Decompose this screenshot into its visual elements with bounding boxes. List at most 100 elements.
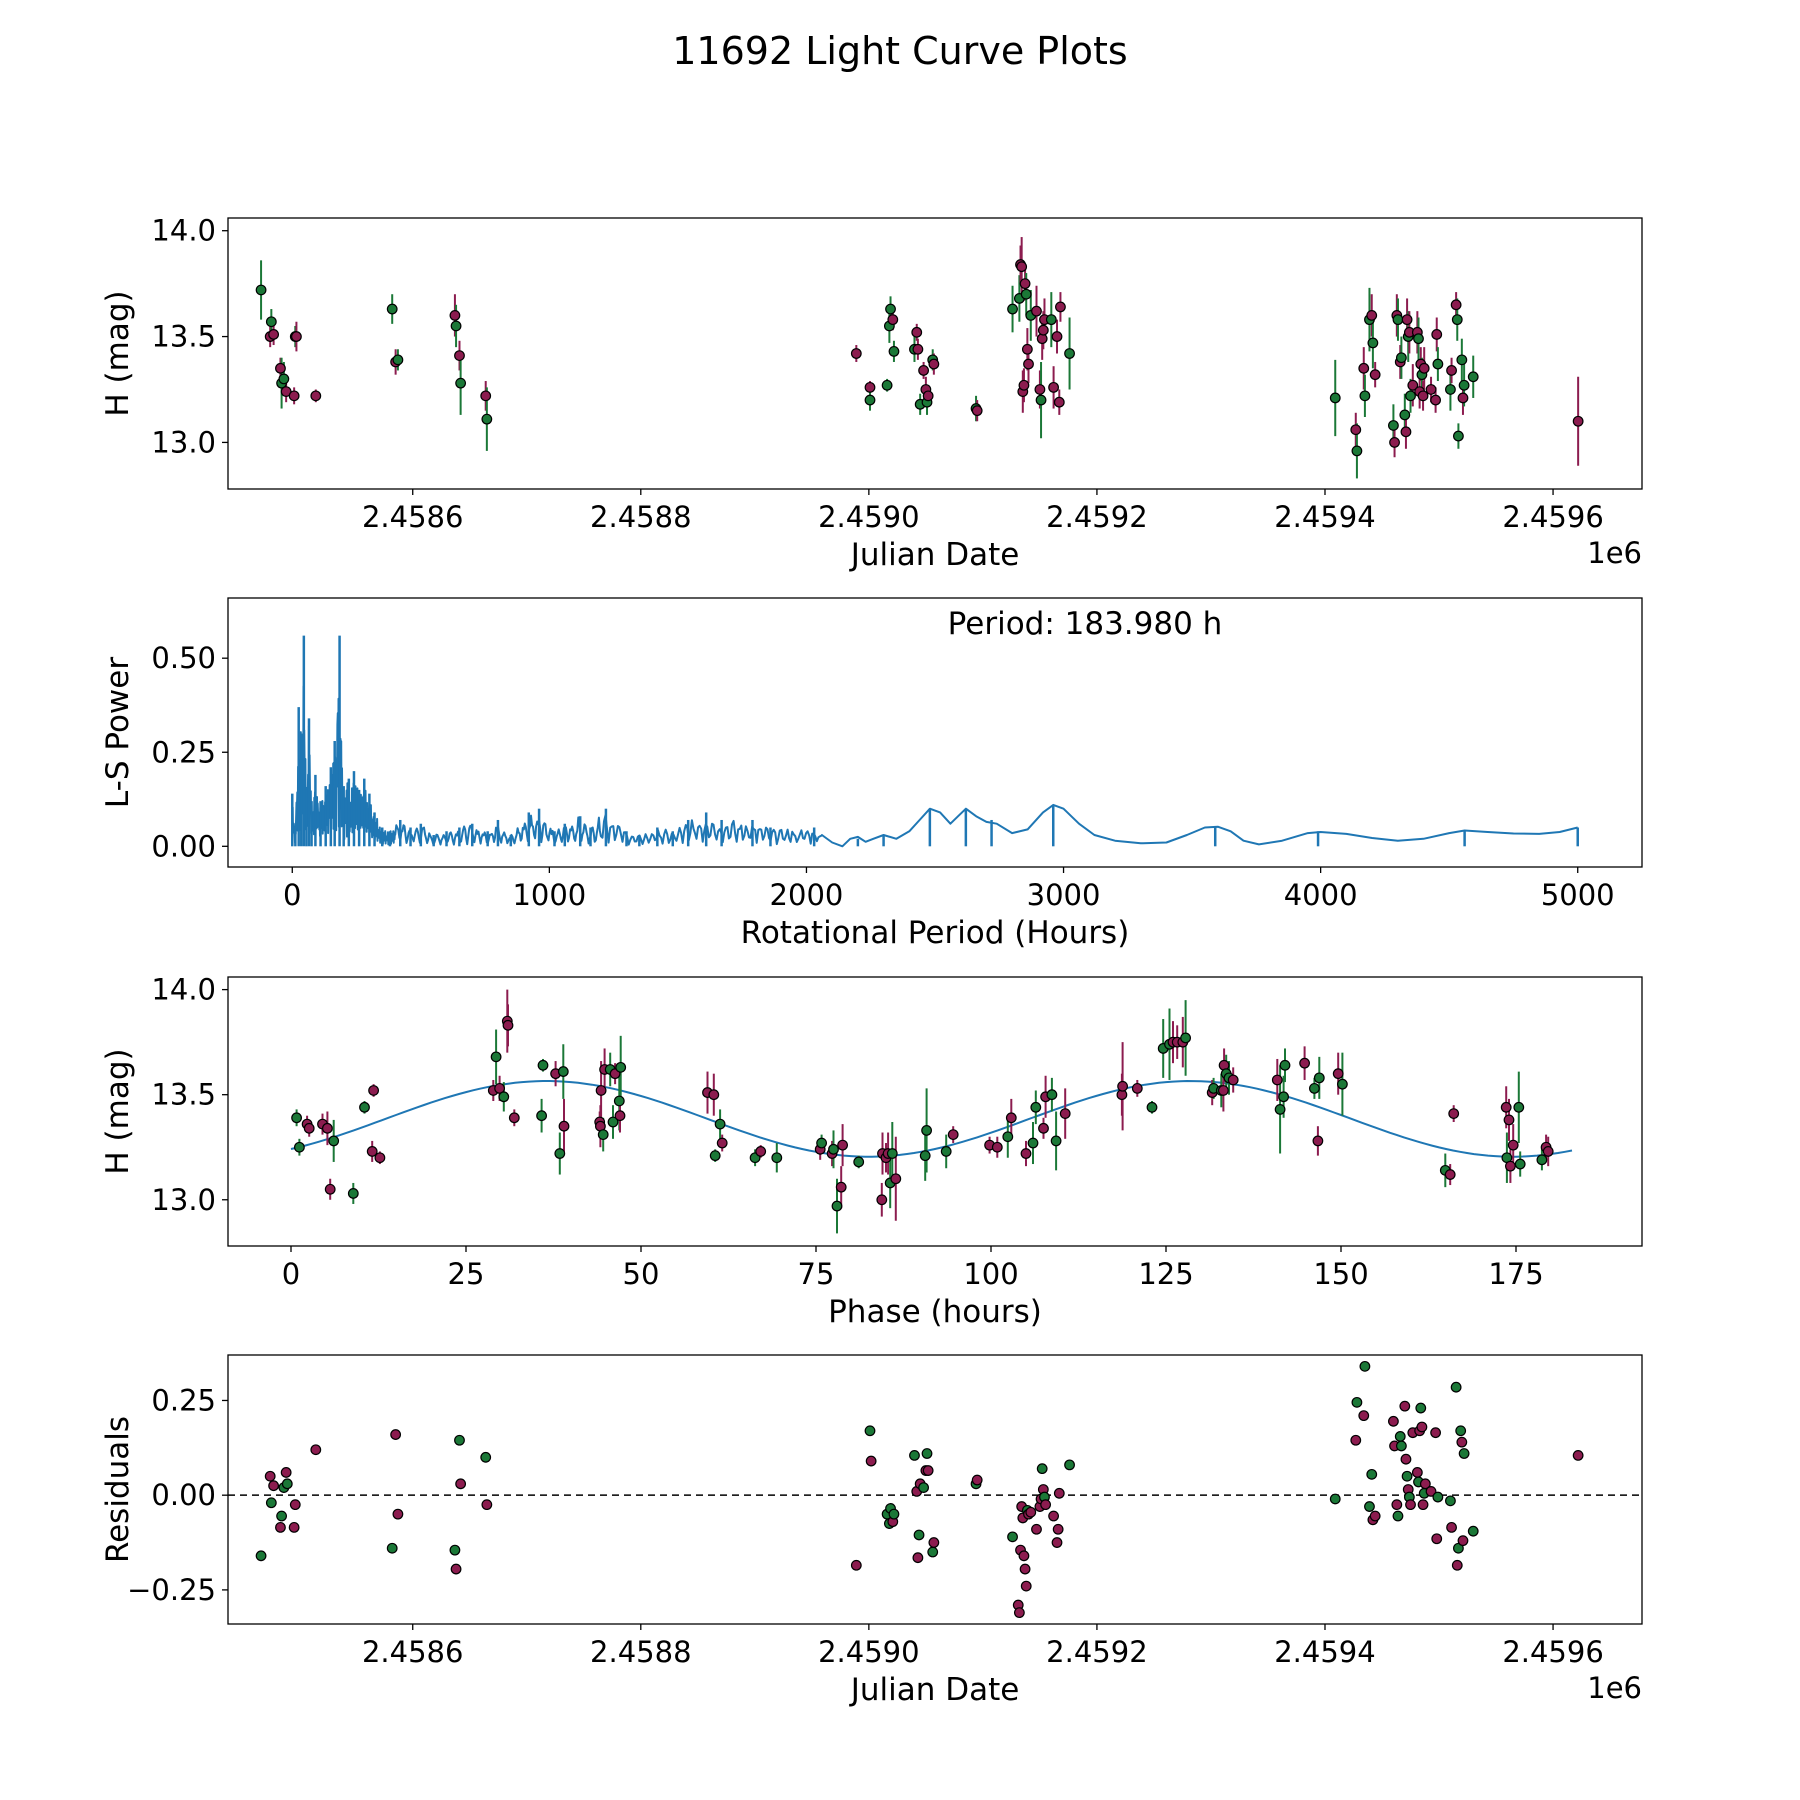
data-point (1051, 1537, 1063, 1548)
x-offset-label: 1e6 (1587, 536, 1642, 570)
data-point (1332, 1068, 1344, 1080)
x-tick-label: 150 (1313, 1257, 1368, 1291)
periodogram-trace (291, 685, 1578, 848)
data-point (1453, 430, 1464, 442)
data-point (881, 379, 893, 391)
data-point (1418, 362, 1430, 374)
data-point (1399, 409, 1411, 421)
x-tick-label: 2.4592 (1046, 500, 1147, 534)
data-point (390, 1429, 402, 1440)
data-point (1023, 358, 1034, 370)
data-point (991, 1141, 1003, 1153)
data-point (1407, 379, 1419, 391)
data-point (536, 1110, 547, 1122)
data-point (1405, 390, 1416, 402)
data-point (1358, 1410, 1370, 1422)
lightcurve-panel: 2.4586 2.4588 2.4590 2.4592 2.4594 2.4596 13.0… (100, 214, 1643, 573)
data-point (1227, 1074, 1239, 1086)
x-tick-label: 25 (448, 1257, 485, 1291)
data-point (1045, 314, 1057, 326)
data-point (890, 1173, 902, 1185)
data-point (1388, 1415, 1399, 1427)
plot-area (255, 237, 1584, 479)
x-tick-label: 2.4590 (818, 500, 919, 534)
data-point (291, 331, 302, 342)
data-point (1050, 1135, 1062, 1147)
x-tick-label: 2.4594 (1274, 500, 1375, 534)
y-tick-label: 13.0 (151, 425, 216, 459)
data-point (558, 1120, 570, 1132)
data-point (324, 1183, 336, 1195)
data-point (1500, 1101, 1512, 1113)
data-point (971, 1474, 983, 1486)
data-point (922, 390, 934, 402)
data-point (1059, 1108, 1071, 1120)
x-tick-label: 2.4594 (1274, 1635, 1375, 1669)
x-tick-label: 50 (623, 1257, 660, 1291)
data-point (1021, 343, 1033, 355)
data-point (366, 1146, 378, 1157)
data-point (1329, 392, 1341, 404)
data-point (1048, 381, 1059, 393)
x-tick-label: 4000 (1284, 878, 1358, 912)
y-tick-label: 0.25 (151, 735, 216, 769)
data-point (255, 284, 267, 296)
x-tick-label: 3000 (1027, 878, 1101, 912)
data-point (1388, 420, 1399, 431)
data-point (1308, 1082, 1320, 1094)
y-axis-label: H (mag) (100, 290, 136, 416)
axes-frame (227, 217, 1643, 490)
data-point (886, 1148, 898, 1159)
x-tick-label: 2.4596 (1502, 500, 1603, 534)
x-axis-label: Rotational Period (Hours) (741, 915, 1130, 951)
data-point (322, 1122, 333, 1134)
x-tick-label: 2.4586 (362, 1635, 463, 1669)
data-point (613, 1095, 625, 1107)
data-point (264, 1470, 276, 1482)
data-point (864, 381, 876, 393)
data-point (1431, 329, 1443, 340)
data-point (771, 1152, 783, 1164)
y-axis-label: Residuals (100, 1416, 136, 1563)
data-point (1432, 358, 1444, 370)
data-point (1572, 1450, 1584, 1461)
y-tick-label: 0.25 (151, 1383, 216, 1417)
data-point (1048, 1510, 1059, 1522)
data-point (1351, 445, 1363, 457)
y-tick-label: 0.00 (151, 1478, 216, 1512)
x-tick-label: 2.4590 (818, 1635, 919, 1669)
data-point (1425, 384, 1437, 395)
data-point (1458, 1448, 1470, 1459)
data-point (1359, 1360, 1371, 1372)
x-tick-label: 0 (283, 878, 301, 912)
data-point (280, 1467, 292, 1478)
data-point (1446, 365, 1457, 376)
data-point (1399, 1400, 1411, 1412)
data-point (1350, 424, 1362, 436)
x-axis-label: Julian Date (849, 537, 1020, 573)
data-point (1432, 1491, 1444, 1503)
data-point (1312, 1135, 1324, 1147)
data-point (607, 1116, 619, 1128)
data-point (374, 1152, 386, 1164)
data-point (928, 1537, 940, 1548)
data-point (310, 1444, 322, 1456)
data-point (1542, 1146, 1554, 1157)
data-point (1018, 1550, 1030, 1562)
data-point (850, 1559, 862, 1571)
data-point (921, 1125, 932, 1136)
data-point (1279, 1059, 1291, 1071)
data-point (1313, 1072, 1325, 1084)
data-point (1456, 1436, 1468, 1448)
data-point (1034, 384, 1046, 395)
data-point (1013, 1607, 1025, 1619)
x-tick-label: 100 (963, 1257, 1018, 1291)
x-axis-label: Julian Date (849, 1672, 1020, 1708)
data-point (714, 1118, 726, 1130)
data-point (928, 358, 940, 370)
data-point (1446, 1521, 1457, 1533)
x-tick-label: 2.4586 (362, 500, 463, 534)
data-point (386, 1542, 398, 1554)
y-tick-label: 0.00 (151, 829, 216, 863)
data-point (450, 1563, 462, 1575)
